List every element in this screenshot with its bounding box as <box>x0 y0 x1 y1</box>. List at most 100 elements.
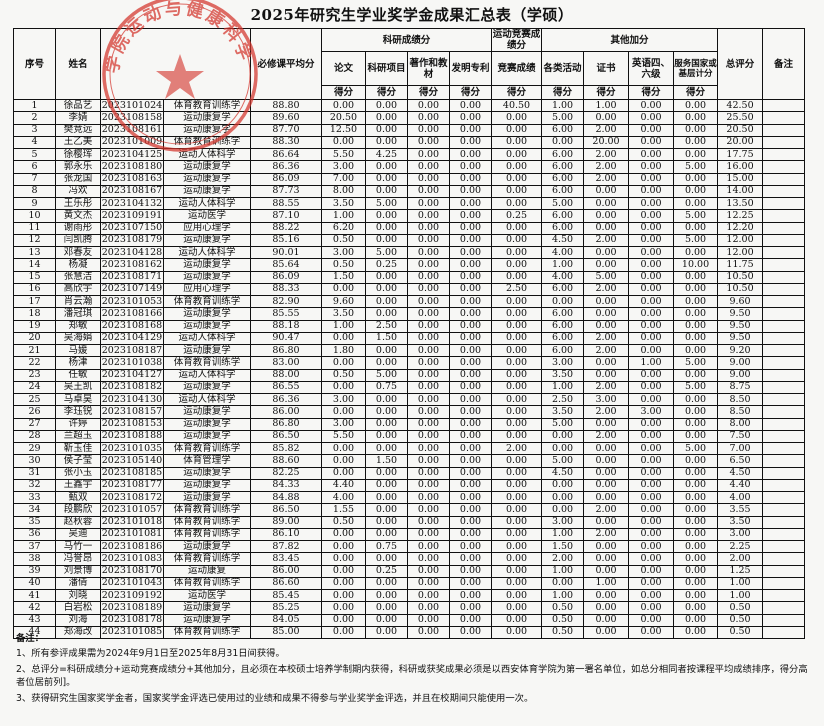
table-row: 10 黄文杰 2023109191 运动医学 87.10 1.00 0.00 0.00 0.00… <box>13 209 806 223</box>
cell-name: 潘冠琪 <box>55 307 101 321</box>
cell-service: 0.00 <box>673 552 719 566</box>
cell-seq: 11 <box>13 221 56 235</box>
cell-book: 0.00 <box>407 160 450 174</box>
cell-major: 运动康复学 <box>163 478 251 493</box>
cell-seq: 1 <box>13 98 56 113</box>
cell-paper: 5.50 <box>321 429 366 444</box>
cell-book: 0.00 <box>407 527 450 542</box>
cell-gpa: 90.47 <box>250 331 322 346</box>
cell-service: 0.00 <box>673 503 719 517</box>
cell-service: 0.00 <box>673 331 719 346</box>
table-row: 43 刘海 2023108178 运动康复学 84.05 0.00 0.00 0.00 0.00… <box>13 613 806 627</box>
cell-gpa: 86.09 <box>250 172 322 186</box>
cell-activities: 1.00 <box>541 588 585 603</box>
score-label-book: 得分 <box>407 85 450 100</box>
cell-major: 体育教育训练学 <box>163 552 251 566</box>
cell-remark <box>762 98 806 113</box>
cell-paper: 0.00 <box>321 601 366 615</box>
cell-project: 0.00 <box>365 160 408 174</box>
cell-gpa: 84.33 <box>250 478 322 493</box>
notes-heading: 备注： <box>16 633 44 644</box>
cell-book: 0.00 <box>407 466 450 480</box>
cell-competition: 2.00 <box>491 441 543 456</box>
cell-competition: 0.00 <box>491 613 543 627</box>
cell-service: 0.00 <box>673 454 719 468</box>
cell-activities: 6.00 <box>541 123 585 137</box>
cell-major: 运动康复学 <box>163 111 251 125</box>
score-label-competition: 得分 <box>491 85 543 100</box>
cell-name: 郑海改 <box>55 625 101 640</box>
table-row: 31 张小玉 2023108185 运动康复学 82.25 0.00 0.00 0.00 0.0… <box>13 466 806 480</box>
cell-remark <box>762 601 806 615</box>
cell-competition: 0.00 <box>491 527 543 542</box>
cell-total: 10.50 <box>717 270 764 284</box>
cell-seq: 23 <box>13 368 56 382</box>
cell-patent: 0.00 <box>448 135 493 150</box>
cell-remark <box>762 307 806 321</box>
cell-total: 2.25 <box>717 539 764 554</box>
table-row: 19 郑敏 2023108168 运动康复学 88.18 1.00 2.50 0.00 0.00… <box>13 319 806 333</box>
cell-name: 王乙美 <box>55 135 101 150</box>
cell-certificate: 0.00 <box>583 368 630 382</box>
cell-cet: 0.00 <box>628 221 675 235</box>
cell-certificate: 0.00 <box>583 209 630 223</box>
cell-major: 体育教育训练学 <box>163 441 251 456</box>
cell-remark <box>762 245 806 260</box>
cell-project: 0.00 <box>365 392 408 407</box>
cell-book: 0.00 <box>407 123 450 137</box>
cell-seq: 21 <box>13 343 56 358</box>
cell-student-id: 2023107149 <box>100 282 164 297</box>
cell-paper: 1.00 <box>321 209 366 223</box>
cell-activities: 0.00 <box>541 490 585 505</box>
cell-remark <box>762 613 806 627</box>
cell-certificate: 0.00 <box>583 319 630 333</box>
cell-paper: 1.50 <box>321 270 366 284</box>
cell-cet: 0.00 <box>628 270 675 284</box>
cell-project: 0.00 <box>365 233 408 248</box>
cell-paper: 7.00 <box>321 172 366 186</box>
cell-major: 体育教育训练学 <box>163 135 251 150</box>
cell-cet: 0.00 <box>628 490 675 505</box>
cell-service: 5.00 <box>673 160 719 174</box>
cell-book: 0.00 <box>407 552 450 566</box>
cell-paper: 3.00 <box>321 392 366 407</box>
cell-major: 运动人体科学 <box>163 147 251 162</box>
cell-activities: 1.00 <box>541 564 585 578</box>
cell-seq: 8 <box>13 184 56 199</box>
cell-student-id: 2023108163 <box>100 172 164 186</box>
cell-book: 0.00 <box>407 625 450 640</box>
cell-name: 郭永乐 <box>55 160 101 174</box>
cell-paper: 0.00 <box>321 527 366 542</box>
header-certificate: 证书 <box>583 51 630 86</box>
cell-paper: 0.00 <box>321 405 366 419</box>
cell-student-id: 2023104125 <box>100 147 164 162</box>
cell-gpa: 83.45 <box>250 552 322 566</box>
cell-patent: 0.00 <box>448 625 493 640</box>
cell-seq: 35 <box>13 515 56 529</box>
cell-seq: 34 <box>13 503 56 517</box>
cell-project: 0.00 <box>365 527 408 542</box>
cell-certificate: 0.00 <box>583 196 630 211</box>
cell-major: 体育教育训练学 <box>163 527 251 542</box>
cell-total: 12.25 <box>717 209 764 223</box>
cell-total: 0.50 <box>717 601 764 615</box>
cell-project: 0.00 <box>365 490 408 505</box>
cell-remark <box>762 184 806 199</box>
cell-student-id: 2023108170 <box>100 564 164 578</box>
cell-seq: 38 <box>13 552 56 566</box>
notes-section: 备注： 1、所有参评成果需为2024年9月1日至2025年8月31日间获得。 2… <box>16 631 816 706</box>
cell-student-id: 2023109191 <box>100 209 164 223</box>
table-row: 41 刘晓 2023109192 运动医学 85.45 0.00 0.00 0.00 0.00 0… <box>13 588 806 603</box>
cell-patent: 0.00 <box>448 368 493 382</box>
cell-activities: 0.00 <box>541 503 585 517</box>
cell-major: 运动康复学 <box>163 233 251 248</box>
cell-major: 运动康复学 <box>163 319 251 333</box>
cell-book: 0.00 <box>407 392 450 407</box>
cell-student-id: 2023108161 <box>100 123 164 137</box>
cell-activities: 4.50 <box>541 233 585 248</box>
cell-cet: 0.00 <box>628 380 675 395</box>
cell-project: 0.00 <box>365 478 408 493</box>
cell-competition: 0.00 <box>491 307 543 321</box>
cell-project: 5.00 <box>365 368 408 382</box>
cell-paper: 0.00 <box>321 98 366 113</box>
